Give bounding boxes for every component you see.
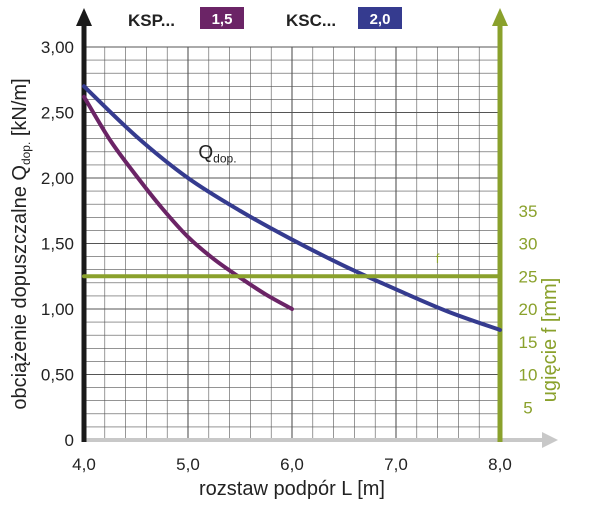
x-tick-label: 4,0	[72, 455, 96, 474]
y2-tick-label: 30	[519, 235, 538, 254]
y-axis-title: obciążenie dopuszczalne Qdop. [kN/m]	[9, 78, 33, 409]
annotation-f: f	[436, 251, 440, 266]
x-axis-title: rozstaw podpór L [m]	[199, 478, 385, 500]
annotation-q-sub: dop.	[213, 151, 236, 165]
y2-tick-label: 35	[519, 202, 538, 221]
y2-tick-label: 25	[519, 267, 538, 286]
series	[82, 84, 502, 332]
legend-badge-2	[358, 7, 402, 29]
y-tick-label: 2,50	[41, 104, 74, 123]
y-tick-label: 1,00	[41, 300, 74, 319]
y2-tick-label: 5	[523, 398, 532, 417]
y-tick-label: 0	[65, 431, 74, 450]
annotation-q-main: Q	[198, 142, 213, 163]
legend: KSP... 1,5 KSC... 2,0	[128, 7, 402, 30]
x-tick-label: 6,0	[280, 455, 304, 474]
y2-axis-arrow	[492, 8, 508, 26]
y-axis-title-main: obciążenie dopuszczalne Q	[9, 165, 31, 410]
y-axis-title-unit: [kN/m]	[9, 78, 31, 141]
legend-badge-text-1: 1,5	[212, 11, 233, 28]
y-tick-label: 0,50	[41, 366, 74, 385]
legend-badge-1	[200, 7, 244, 29]
labels: 4,0 5,0 6,0 7,0 8,0 0 0,50 1,00 1,50 2,00 2,50 3,00…	[9, 38, 561, 500]
y-tick-label: 3,00	[41, 38, 74, 57]
axes	[76, 8, 558, 448]
y2-tick-label: 10	[519, 366, 538, 385]
legend-label-2: KSC...	[286, 11, 336, 30]
y2-axis-title: ugięcie f [mm]	[539, 278, 561, 402]
legend-badge-text-2: 2,0	[370, 11, 391, 28]
y2-tick-label: 20	[519, 300, 538, 319]
grid	[83, 46, 501, 441]
series-line-2	[82, 84, 502, 332]
y-axis-title-sub: dop.	[19, 142, 33, 165]
y2-tick-label: 15	[519, 333, 538, 352]
x-axis-arrow	[542, 432, 558, 448]
x-tick-label: 8,0	[488, 455, 512, 474]
y-axis-arrow	[76, 8, 92, 26]
y-tick-label: 2,00	[41, 169, 74, 188]
x-tick-label: 5,0	[176, 455, 200, 474]
series-line-1	[82, 94, 294, 311]
annotation-q-dop: Qdop.	[198, 142, 236, 165]
x-tick-label: 7,0	[384, 455, 408, 474]
legend-label-1: KSP...	[128, 11, 175, 30]
y-tick-label: 1,50	[41, 235, 74, 254]
